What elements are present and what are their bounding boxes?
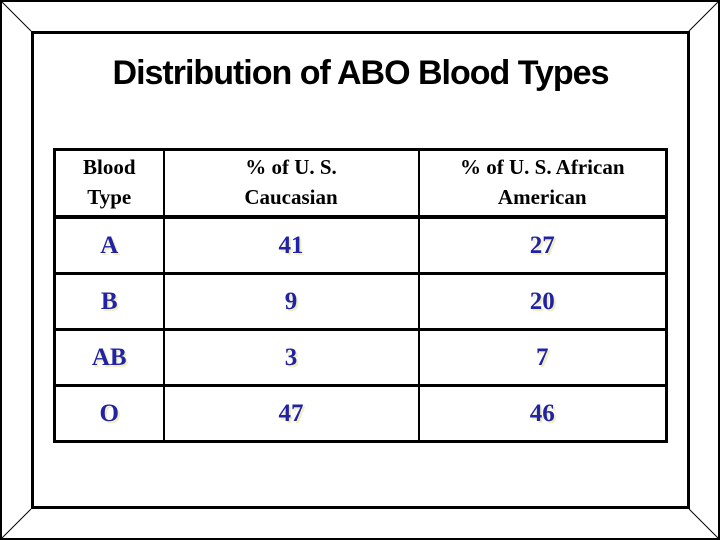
- table-header-row: Blood Type % of U. S. Caucasian % of U. …: [53, 148, 668, 219]
- col-header-blood-type: Blood Type: [53, 148, 165, 219]
- cell-african-american-b: 20: [417, 272, 668, 331]
- col-header-caucasian: % of U. S. Caucasian: [162, 148, 420, 219]
- cell-caucasian-a: 41: [162, 215, 420, 275]
- cell-african-american-o: 46: [417, 384, 668, 443]
- slide-title: Distribution of ABO Blood Types: [112, 54, 610, 92]
- cell-caucasian-ab: 3: [162, 328, 420, 387]
- cell-type-o: O: [53, 384, 165, 443]
- col-header-african-american: % of U. S. African American: [417, 148, 668, 219]
- cell-caucasian-o: 47: [162, 384, 420, 443]
- header-line: Blood: [82, 155, 136, 180]
- cell-african-american-a: 27: [417, 215, 668, 275]
- cell-type-b: B: [53, 272, 165, 331]
- cell-caucasian-b: 9: [162, 272, 420, 331]
- table-row-b: B 9 20: [53, 272, 668, 331]
- table-row-o: O 47 46: [53, 384, 668, 443]
- slide-frame: Distribution of ABO Blood Types Blood Ty…: [31, 31, 690, 509]
- blood-type-table: Blood Type % of U. S. Caucasian % of U. …: [53, 148, 668, 443]
- table-row-ab: AB 3 7: [53, 328, 668, 387]
- header-line: American: [497, 185, 587, 209]
- header-line: Type: [87, 185, 132, 209]
- header-line: % of U. S.: [245, 155, 337, 180]
- cell-type-a: A: [53, 215, 165, 275]
- cell-african-american-ab: 7: [417, 328, 668, 387]
- table-row-a: A 41 27: [53, 215, 668, 275]
- header-line: % of U. S. African: [460, 155, 625, 180]
- header-line: Caucasian: [244, 185, 338, 209]
- cell-type-ab: AB: [53, 328, 165, 387]
